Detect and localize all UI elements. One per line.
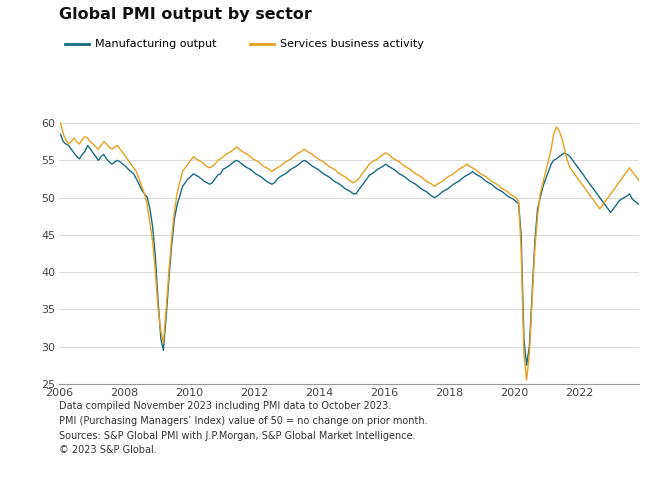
Text: Global PMI output by sector: Global PMI output by sector xyxy=(59,7,312,22)
Legend: Manufacturing output, Services business activity: Manufacturing output, Services business … xyxy=(65,39,424,49)
Text: Data compiled November 2023 including PMI data to October 2023.
PMI (Purchasing : Data compiled November 2023 including PM… xyxy=(59,401,428,456)
